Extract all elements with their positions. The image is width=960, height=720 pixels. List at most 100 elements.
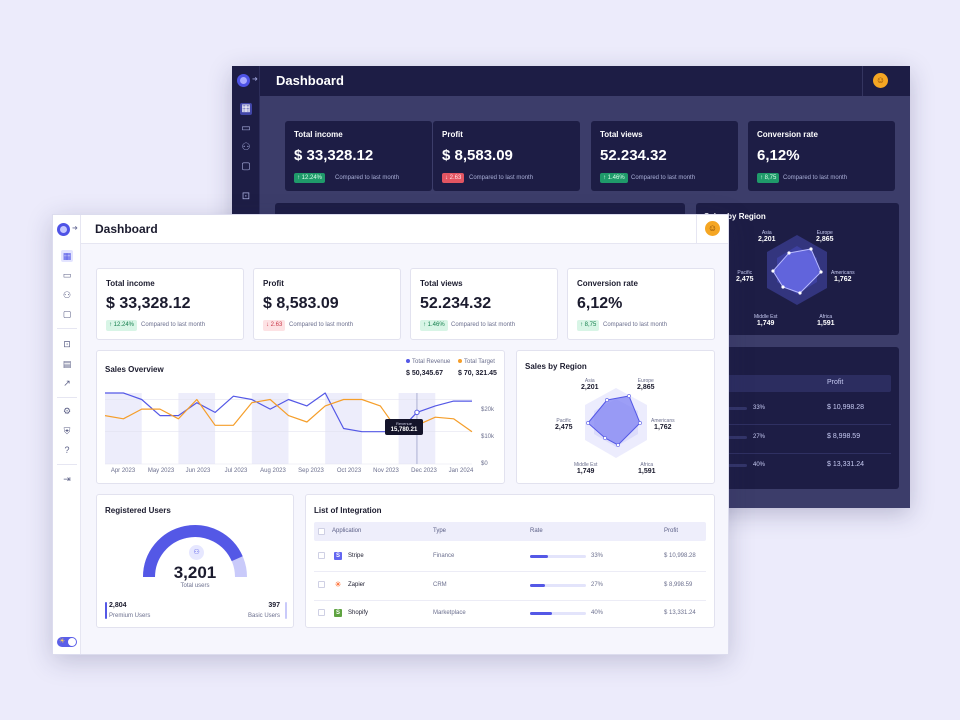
radar-point-africa	[616, 443, 620, 447]
help-icon[interactable]: ?	[64, 445, 70, 455]
dark-kpi-label: Conversion rate	[757, 130, 818, 139]
collapse-arrow-icon[interactable]: ➜	[72, 225, 78, 232]
kpi-label: Total views	[420, 279, 463, 288]
avatar[interactable]: ☺	[705, 221, 720, 236]
dark-collapse-arrow-icon[interactable]: ➜	[252, 76, 258, 83]
dark-profit-cell: $ 13,331.24	[827, 461, 864, 468]
users-icon[interactable]: ⚇	[62, 290, 72, 300]
dark-kpi-compare: Compared to last month	[631, 175, 696, 181]
select-all-checkbox[interactable]	[318, 528, 325, 535]
dark-users-icon[interactable]: ⚇	[241, 142, 251, 153]
kpi-label: Conversion rate	[577, 279, 638, 288]
dark-header-bar: Dashboard ☺	[232, 66, 910, 96]
dark-profit-cell: $ 10,998.28	[827, 404, 864, 411]
sales-line-chart	[104, 392, 473, 465]
x-tick-label: May 2023	[147, 468, 175, 474]
users-gauge	[143, 525, 247, 578]
kpi-card-conversion: Conversion rate 6,12% ↑ 8,75 Compared to…	[567, 268, 715, 340]
tooltip-value: 15,780.21	[390, 427, 418, 433]
bag-icon[interactable]: ⊡	[63, 339, 71, 349]
registered-users-title: Registered Users	[105, 506, 171, 515]
basic-users-value: 397	[268, 602, 280, 609]
dark-kpi-compare: Compared to last month	[783, 175, 848, 181]
dark-region-label-middle-est: Middle Est 1,749	[754, 314, 778, 327]
header-profit: Profit	[664, 528, 679, 534]
dark-rate-text: 40%	[753, 462, 766, 468]
dark-kpi-card-conversion: Conversion rate 6,12% ↑ 8,75 Compared to…	[748, 121, 895, 191]
kpi-compare: Compared to last month	[603, 322, 668, 328]
radar-point-europe	[627, 394, 631, 398]
legend-total-revenue: Total Revenue	[406, 359, 450, 365]
rate-bar	[530, 555, 549, 558]
chart-column-band	[178, 393, 216, 464]
layout-icon[interactable]: ▦	[61, 250, 73, 262]
dark-chat-icon[interactable]: ▢	[241, 161, 251, 172]
stripe-logo-icon: S	[334, 552, 342, 560]
legend-revenue-value: $ 50,345.67	[406, 370, 443, 377]
dark-logo-icon	[237, 74, 250, 87]
dark-rate-text: 33%	[753, 405, 766, 411]
dark-region-label-americans: Americans 1,762	[831, 270, 855, 283]
dark-row-divider	[709, 424, 891, 425]
chart-column-band	[251, 393, 289, 464]
dark-layout-icon[interactable]: ▦	[240, 103, 252, 115]
theme-toggle[interactable]: ☀	[57, 637, 77, 647]
rate-bar	[530, 584, 546, 587]
chart-column-band	[105, 393, 142, 464]
x-tick-label: Aug 2023	[260, 468, 286, 474]
row-checkbox[interactable]	[318, 552, 325, 559]
kpi-label: Profit	[263, 279, 284, 288]
dark-kpi-badge: ↑ 1.46%	[600, 173, 628, 183]
rate-text: 27%	[591, 582, 604, 588]
dark-bag-icon[interactable]: ⊡	[241, 191, 251, 202]
header-bar: Dashboard ☺	[81, 215, 728, 244]
dark-card-icon[interactable]: ▭	[241, 123, 251, 134]
dark-radar-point	[787, 251, 791, 255]
kpi-compare: Compared to last month	[451, 322, 516, 328]
kpi-compare: Compared to last month	[141, 322, 206, 328]
dark-kpi-label: Total income	[294, 130, 343, 139]
rate-text: 40%	[591, 610, 604, 616]
x-tick-label: Dec 2023	[411, 468, 437, 474]
profit-cell: $ 8,998.59	[664, 582, 693, 588]
total-users-label: Total users	[180, 583, 210, 589]
kpi-value: $ 33,328.12	[106, 295, 191, 312]
dark-radar-point	[798, 291, 802, 295]
dark-kpi-compare: Compared to last month	[335, 175, 400, 181]
app-type: Marketplace	[433, 610, 466, 616]
header-type: Type	[433, 528, 447, 534]
credit-card-icon[interactable]: ▭	[62, 270, 72, 280]
integrations-title: List of Integration	[314, 506, 382, 515]
page-title: Dashboard	[95, 222, 158, 236]
dark-kpi-card-views: Total views 52.234.32 ↑ 1.46% Compared t…	[591, 121, 738, 191]
app-type: CRM	[433, 582, 447, 588]
kpi-value: 52.234.32	[420, 295, 492, 312]
logout-icon[interactable]: ⇥	[63, 474, 71, 484]
chat-icon[interactable]: ▢	[62, 309, 72, 319]
legend-dot-revenue	[406, 359, 410, 364]
header-application: Application	[332, 528, 362, 534]
dark-radar-point	[781, 285, 785, 289]
sales-by-region-title: Sales by Region	[525, 362, 587, 371]
toggle-knob	[68, 638, 76, 646]
row-checkbox[interactable]	[318, 581, 325, 588]
document-icon[interactable]: ▤	[62, 359, 72, 369]
dark-kpi-card-profit: Profit $ 8,583.09 ↓ 2.63 Compared to las…	[433, 121, 580, 191]
sidebar-divider	[57, 397, 77, 398]
row-checkbox[interactable]	[318, 609, 325, 616]
gauge-fill-premium	[143, 525, 243, 578]
series-line-total-revenue	[105, 392, 472, 433]
region-label-africa: Africa 1,591	[638, 462, 656, 475]
dark-avatar[interactable]: ☺	[873, 73, 888, 88]
dark-region-panel: Sales by Region Asia 2,201 Europe 2,865 Pa…	[696, 203, 899, 335]
rate-bar	[530, 612, 553, 615]
analytics-icon[interactable]: ↗	[63, 378, 71, 388]
settings-icon[interactable]: ⚙	[62, 406, 72, 416]
kpi-card-views: Total views 52.234.32 ↑ 1.46% Compared t…	[410, 268, 558, 340]
rate-track	[530, 584, 586, 587]
kpi-trend-badge: ↑ 8,75	[577, 320, 600, 331]
region-label-pacific: Pacific 2,475	[555, 418, 573, 431]
kpi-trend-badge: ↑ 1.46%	[420, 320, 448, 331]
dark-table-header: Profit	[709, 375, 891, 392]
shield-icon[interactable]: ⛨	[63, 426, 71, 436]
